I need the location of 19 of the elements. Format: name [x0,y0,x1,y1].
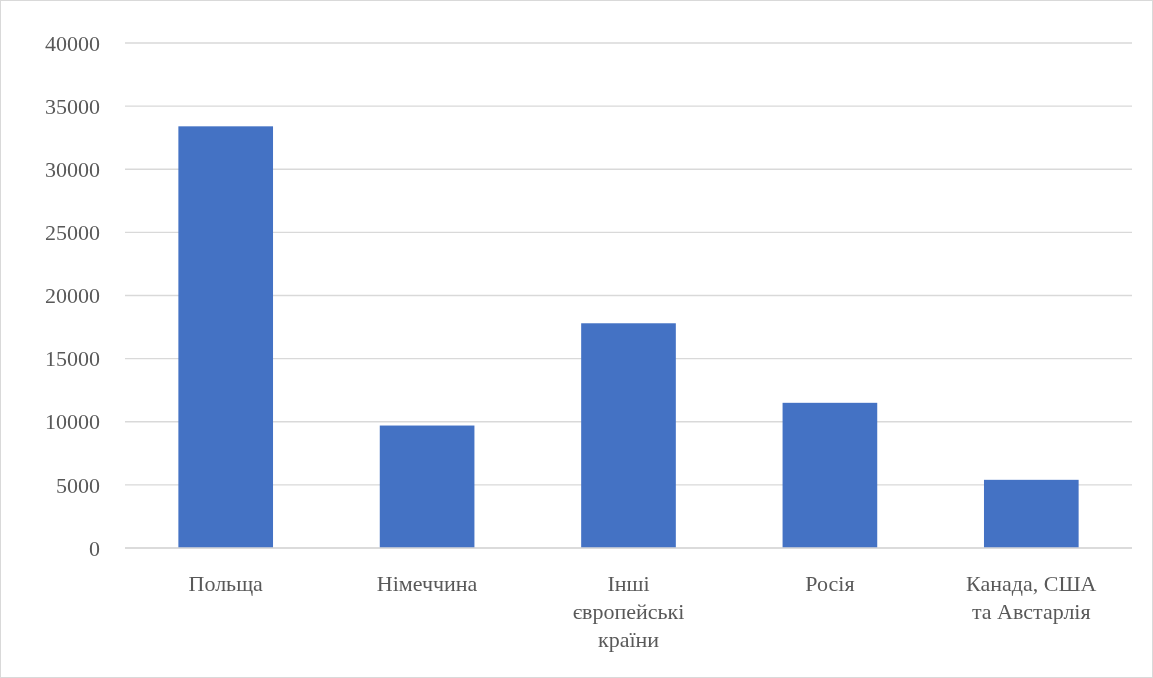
bar [379,425,475,548]
y-tick-label: 35000 [45,93,100,119]
y-tick-label: 40000 [45,30,100,56]
y-tick-label: 20000 [45,283,100,309]
x-tick-label: Канада, США та Австарлія [966,571,1097,624]
bar [178,126,274,548]
x-tick-label: Німеччина [376,571,478,596]
y-tick-label: 25000 [45,220,100,246]
bar [581,323,676,548]
x-tick-label: Інші європейські країни [572,571,685,652]
y-tick-label: 0 [89,535,100,561]
y-tick-label: 10000 [45,409,100,435]
bar [782,402,878,548]
y-tick-label: 30000 [45,156,100,182]
x-tick-label: Польща [188,571,264,596]
y-tick-label: 15000 [45,346,100,372]
bar [983,479,1079,548]
x-tick-label: Росія [805,571,855,596]
y-tick-label: 5000 [56,472,100,498]
